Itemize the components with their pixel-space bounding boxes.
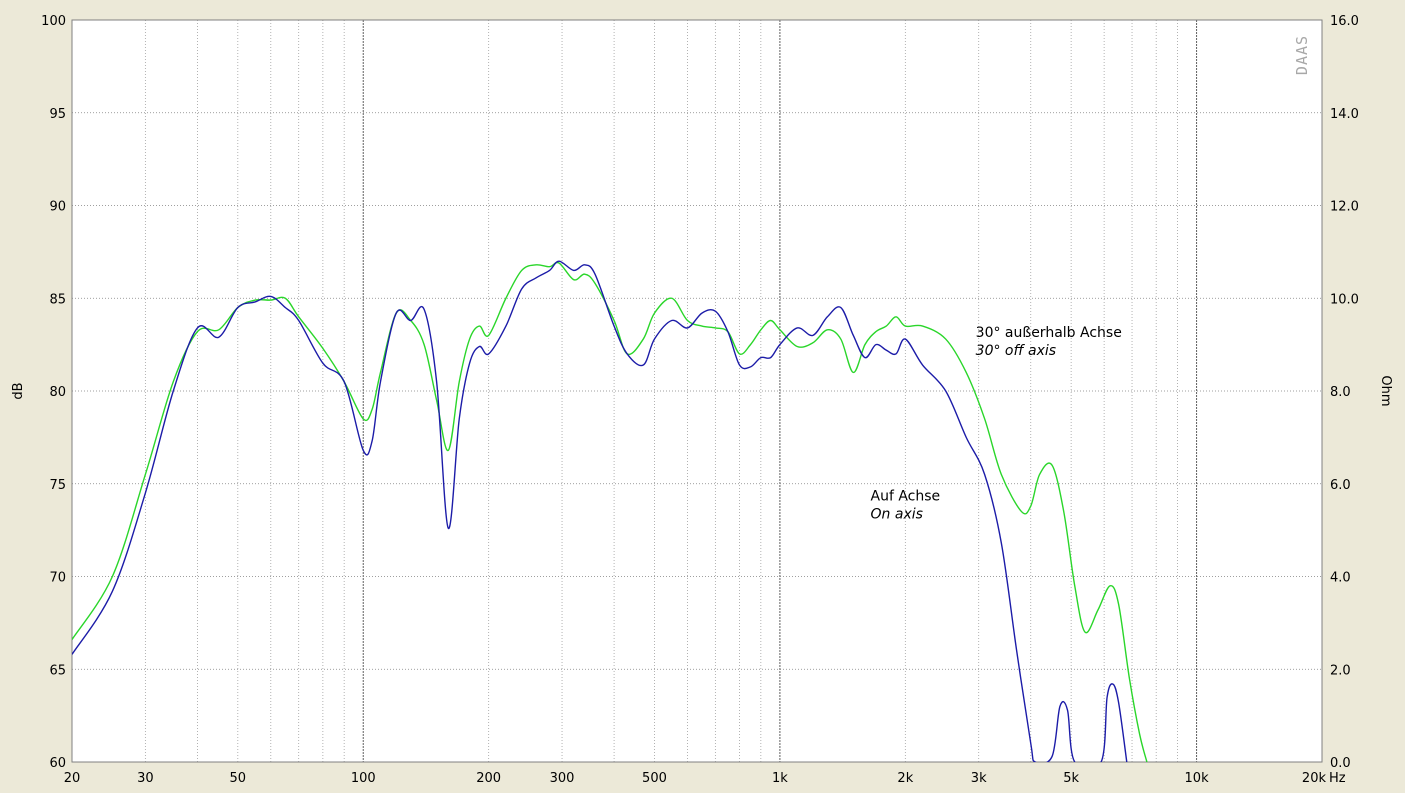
- x-axis-ticks: 20 30 50 100 200 300 500 1k 2k 3k 5k 10k 20k: [64, 771, 1327, 786]
- y-tick-label: 95: [49, 107, 66, 122]
- y2-tick-label: 2.0: [1330, 663, 1351, 678]
- minor-gridlines: [144, 20, 1178, 762]
- y-axis-ticks: 60 65 70 75 80 85 90 95 100: [41, 14, 66, 771]
- x-tick-label: 100: [351, 771, 376, 786]
- x-tick-label: 3k: [971, 771, 987, 786]
- x-tick-label: 20: [64, 771, 81, 786]
- series-line-on-axis: [72, 260, 1128, 762]
- plot-frame: [71, 19, 1323, 763]
- y2-axis-ticks: 0.0 2.0 4.0 6.0 8.0 10.0 12.0 14.0 16.0: [1330, 14, 1359, 771]
- off-axis-label-de: 30° außerhalb Achse: [976, 325, 1122, 341]
- y-tick-label: 90: [49, 200, 66, 215]
- x-tick-label: 30: [137, 771, 154, 786]
- x-tick-label: 50: [230, 771, 247, 786]
- y-axis-title: dB: [11, 382, 26, 399]
- on-axis-label-en: On axis: [871, 506, 923, 522]
- x-tick-label: 500: [642, 771, 667, 786]
- x-tick-label: 200: [476, 771, 501, 786]
- y2-tick-label: 12.0: [1330, 200, 1359, 215]
- y-tick-label: 60: [49, 756, 66, 771]
- x-tick-label: 300: [550, 771, 575, 786]
- y2-tick-label: 16.0: [1330, 14, 1359, 29]
- x-tick-label: 5k: [1063, 771, 1079, 786]
- y2-axis-title: Ohm: [1378, 375, 1393, 406]
- x-tick-label: 1k: [772, 771, 788, 786]
- x-tick-label: 2k: [897, 771, 913, 786]
- y-tick-label: 100: [41, 14, 66, 29]
- y2-tick-label: 4.0: [1330, 571, 1351, 586]
- x-axis-unit: Hz: [1329, 771, 1346, 786]
- series-layer: [72, 260, 1148, 762]
- y2-tick-label: 8.0: [1330, 385, 1351, 400]
- on-axis-label-de: Auf Achse: [871, 488, 941, 504]
- daas-watermark: DAAS: [1293, 35, 1311, 75]
- y-tick-label: 85: [49, 292, 66, 307]
- y-tick-label: 70: [49, 571, 66, 586]
- x-tick-label: 20k: [1302, 771, 1327, 786]
- y2-tick-label: 14.0: [1330, 107, 1359, 122]
- y-tick-label: 75: [49, 478, 66, 493]
- major-gridlines: [72, 20, 1322, 762]
- annotations: 30° außerhalb Achse 30° off axis Auf Achse…: [871, 325, 1122, 522]
- y-tick-label: 80: [49, 385, 66, 400]
- y-tick-label: 65: [49, 663, 66, 678]
- y2-tick-label: 0.0: [1330, 756, 1351, 771]
- x-tick-label: 10k: [1185, 771, 1210, 786]
- y2-tick-label: 10.0: [1330, 292, 1359, 307]
- off-axis-label-en: 30° off axis: [976, 343, 1056, 359]
- y2-tick-label: 6.0: [1330, 478, 1351, 493]
